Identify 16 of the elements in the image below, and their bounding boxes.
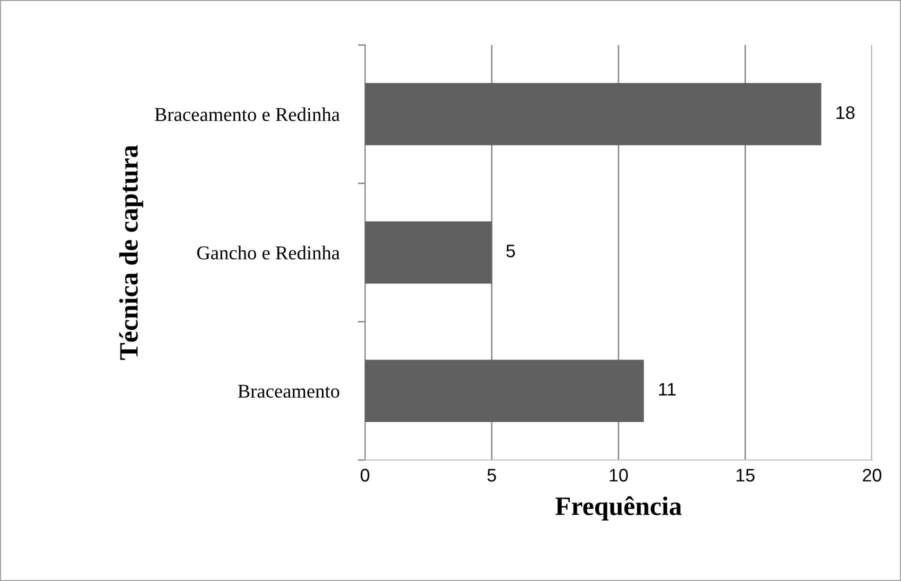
y-tick-label: Braceamento e Redinha	[154, 107, 340, 122]
data-label: 11	[659, 383, 676, 396]
bar	[365, 360, 644, 422]
y-tick-label: Gancho e Redinha	[197, 246, 340, 260]
bar	[365, 221, 492, 284]
data-label: 18	[836, 106, 854, 120]
y-axis-title: Técnica de captura	[119, 145, 144, 360]
data-label: 5	[506, 244, 515, 258]
x-tick-label: 15	[736, 468, 755, 482]
x-tick-label: 5	[487, 468, 496, 482]
x-axis-title: Frequência	[555, 496, 682, 521]
x-tick-label: 0	[360, 468, 370, 482]
x-tick-label: 10	[610, 468, 628, 482]
x-tick-label: 20	[862, 468, 882, 482]
y-tick-label: Braceamento	[238, 384, 340, 398]
bar	[365, 83, 822, 146]
